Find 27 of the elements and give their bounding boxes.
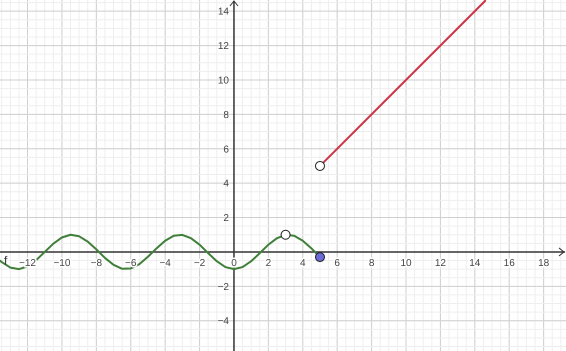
x-tick-label: 12 — [434, 258, 446, 269]
y-tick-label: 8 — [223, 110, 230, 121]
y-tick-label: 4 — [223, 178, 230, 190]
x-tick-label: 8 — [368, 258, 375, 269]
x-tick-label: 2 — [266, 258, 272, 269]
x-tick-label: −6 — [125, 258, 137, 269]
x-tick-label: −2 — [194, 258, 206, 269]
series-label: f — [4, 254, 8, 268]
point — [280, 230, 291, 240]
y-tick-label: 2 — [223, 213, 230, 224]
y-tick-label: 12 — [218, 41, 230, 52]
x-tick-label: 10 — [400, 258, 412, 269]
x-tick-label: 4 — [300, 258, 306, 269]
x-tick-label: 16 — [504, 258, 516, 269]
y-tick-label: 10 — [218, 75, 230, 86]
x-tick-label: −8 — [90, 258, 102, 269]
x-tick-label: 14 — [469, 258, 481, 269]
y-tick-label: −4 — [218, 316, 230, 328]
x-tick-label: 18 — [538, 258, 550, 269]
y-tick-label: 6 — [223, 144, 230, 156]
point — [314, 160, 325, 171]
x-tick-label: −4 — [159, 258, 172, 269]
x-tick-label: −10 — [53, 258, 71, 269]
y-tick-label: −2 — [218, 282, 230, 293]
point — [314, 252, 325, 262]
y-tick-label: 14 — [218, 6, 230, 18]
x-tick-label: 6 — [334, 258, 340, 269]
